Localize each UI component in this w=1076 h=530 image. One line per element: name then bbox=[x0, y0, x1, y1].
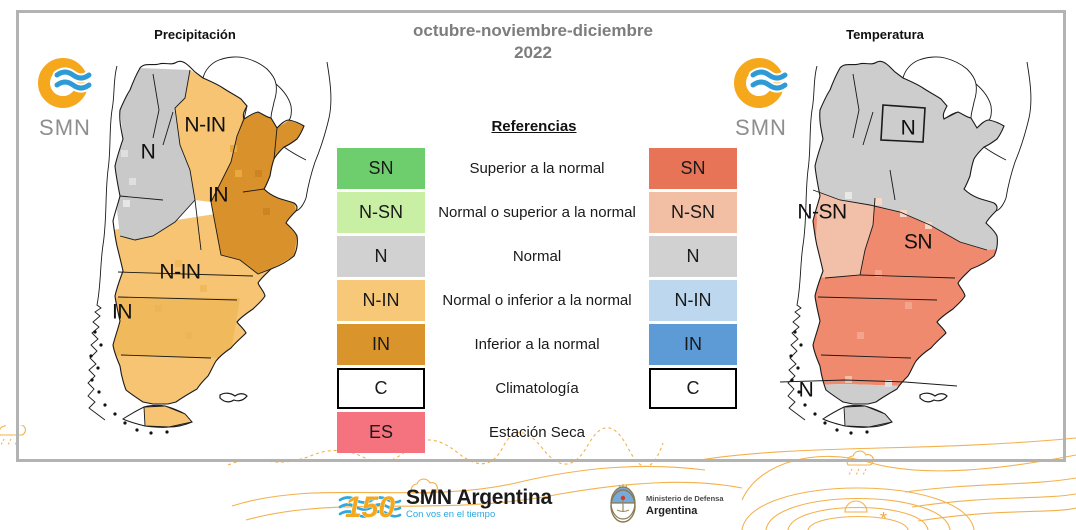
temperature-map: N N-SN SN N bbox=[779, 56, 1032, 435]
legend-swatch-precip-nin: N-IN bbox=[337, 280, 425, 321]
precipitation-map: N-IN N IN N-IN IN bbox=[87, 56, 332, 435]
legend-swatch-temp-nsn: N-SN bbox=[649, 192, 737, 233]
page-title: octubre-noviembre-diciembre 2022 bbox=[330, 20, 736, 64]
region-label: IN bbox=[208, 184, 228, 207]
region-label: N-IN bbox=[184, 114, 225, 137]
legend-label: Normal o superior a la normal bbox=[438, 204, 636, 221]
falkland-islands bbox=[219, 392, 248, 403]
footer-tagline: Con vos en el tiempo bbox=[406, 509, 496, 520]
region-label: N bbox=[141, 141, 156, 164]
anniversary-150-icon: 150 bbox=[338, 491, 402, 524]
legend-swatch-precip-nsn: N-SN bbox=[337, 192, 425, 233]
argentina-outline bbox=[812, 60, 1005, 405]
legend-label: Normal o inferior a la normal bbox=[442, 292, 632, 309]
temperature-region-labels: N N-SN SN N bbox=[797, 117, 932, 402]
region-label: N bbox=[901, 117, 916, 140]
legend-swatch-precip-sn: SN bbox=[337, 148, 425, 189]
legend-swatch-precip-n: N bbox=[337, 236, 425, 277]
tierra-del-fuego bbox=[122, 404, 193, 428]
province-borders bbox=[779, 73, 988, 387]
legend-empty-cell bbox=[649, 412, 737, 453]
precipitation-title: Precipitación bbox=[154, 27, 236, 42]
title-months: octubre-noviembre-diciembre bbox=[413, 21, 653, 40]
legend-swatch-temp-in: IN bbox=[649, 324, 737, 365]
legend-swatch-precip-in: IN bbox=[337, 324, 425, 365]
province-borders bbox=[117, 69, 278, 359]
falkland-islands bbox=[919, 392, 948, 403]
landmark-dome-icon bbox=[844, 500, 868, 513]
region-west-n-sn bbox=[813, 188, 875, 278]
fjord-texture bbox=[89, 330, 169, 435]
region-north-center-n-in bbox=[175, 70, 247, 202]
map-frame-border bbox=[16, 10, 1066, 462]
legend-label: Superior a la normal bbox=[469, 160, 605, 177]
contour-decoration: * bbox=[0, 425, 1076, 530]
temperature-regions bbox=[813, 61, 1004, 404]
legend-swatch-temp-c: C bbox=[649, 368, 737, 409]
region-label: N-SN bbox=[797, 201, 846, 224]
legend-label: Normal bbox=[512, 248, 562, 265]
landmark-asterisk-icon: * bbox=[880, 509, 887, 529]
smn-logo-left: SMN bbox=[30, 56, 100, 141]
legend-swatch-temp-sn: SN bbox=[649, 148, 737, 189]
temperature-title: Temperatura bbox=[846, 27, 924, 42]
pixel-texture bbox=[121, 145, 270, 339]
legend-swatch-precip-c: C bbox=[337, 368, 425, 409]
smn-logo-text: SMN bbox=[735, 115, 787, 140]
fjord-texture bbox=[789, 330, 869, 435]
region-label: IN bbox=[112, 301, 132, 324]
svg-text:150: 150 bbox=[345, 491, 395, 524]
legend-swatch-temp-n: N bbox=[649, 236, 737, 277]
smn-ring-icon bbox=[38, 58, 94, 108]
legend: SN Superior a la normal SN N-SN Normal o… bbox=[337, 148, 737, 453]
legend-swatch-precip-es: ES bbox=[337, 412, 425, 453]
legend-swatch-temp-nin: N-IN bbox=[649, 280, 737, 321]
precipitation-region-labels: N-IN N IN N-IN IN bbox=[112, 114, 229, 324]
smn-argentina-logo: 150 SMN Argentina Con vos en el tiempo bbox=[338, 487, 552, 525]
smn-ring-icon bbox=[734, 58, 790, 108]
region-label: N bbox=[799, 379, 814, 402]
region-label: N-IN bbox=[159, 261, 200, 284]
legend-label: Climatología bbox=[495, 380, 579, 397]
argentina-outline bbox=[112, 60, 305, 405]
tierra-del-fuego bbox=[822, 404, 893, 428]
smn-logo-right: SMN bbox=[726, 56, 796, 141]
footer-brand-name: SMN Argentina bbox=[406, 486, 552, 509]
region-chubut-in bbox=[113, 297, 240, 358]
region-label: SN bbox=[904, 231, 932, 254]
ministry-country: Argentina bbox=[646, 504, 698, 517]
legend-label: Inferior a la normal bbox=[474, 336, 600, 353]
legend-heading: Referencias bbox=[491, 118, 577, 135]
argentina-coat-of-arms-icon bbox=[610, 484, 636, 523]
ministry-name: Ministerio de Defensa bbox=[646, 493, 724, 503]
legend-label: Estación Seca bbox=[489, 424, 585, 441]
contour-scratch-line bbox=[227, 427, 664, 467]
smn-logo-text: SMN bbox=[39, 115, 91, 140]
ministry-logo-block: Ministerio de Defensa Argentina bbox=[608, 483, 724, 527]
title-year: 2022 bbox=[514, 43, 552, 63]
